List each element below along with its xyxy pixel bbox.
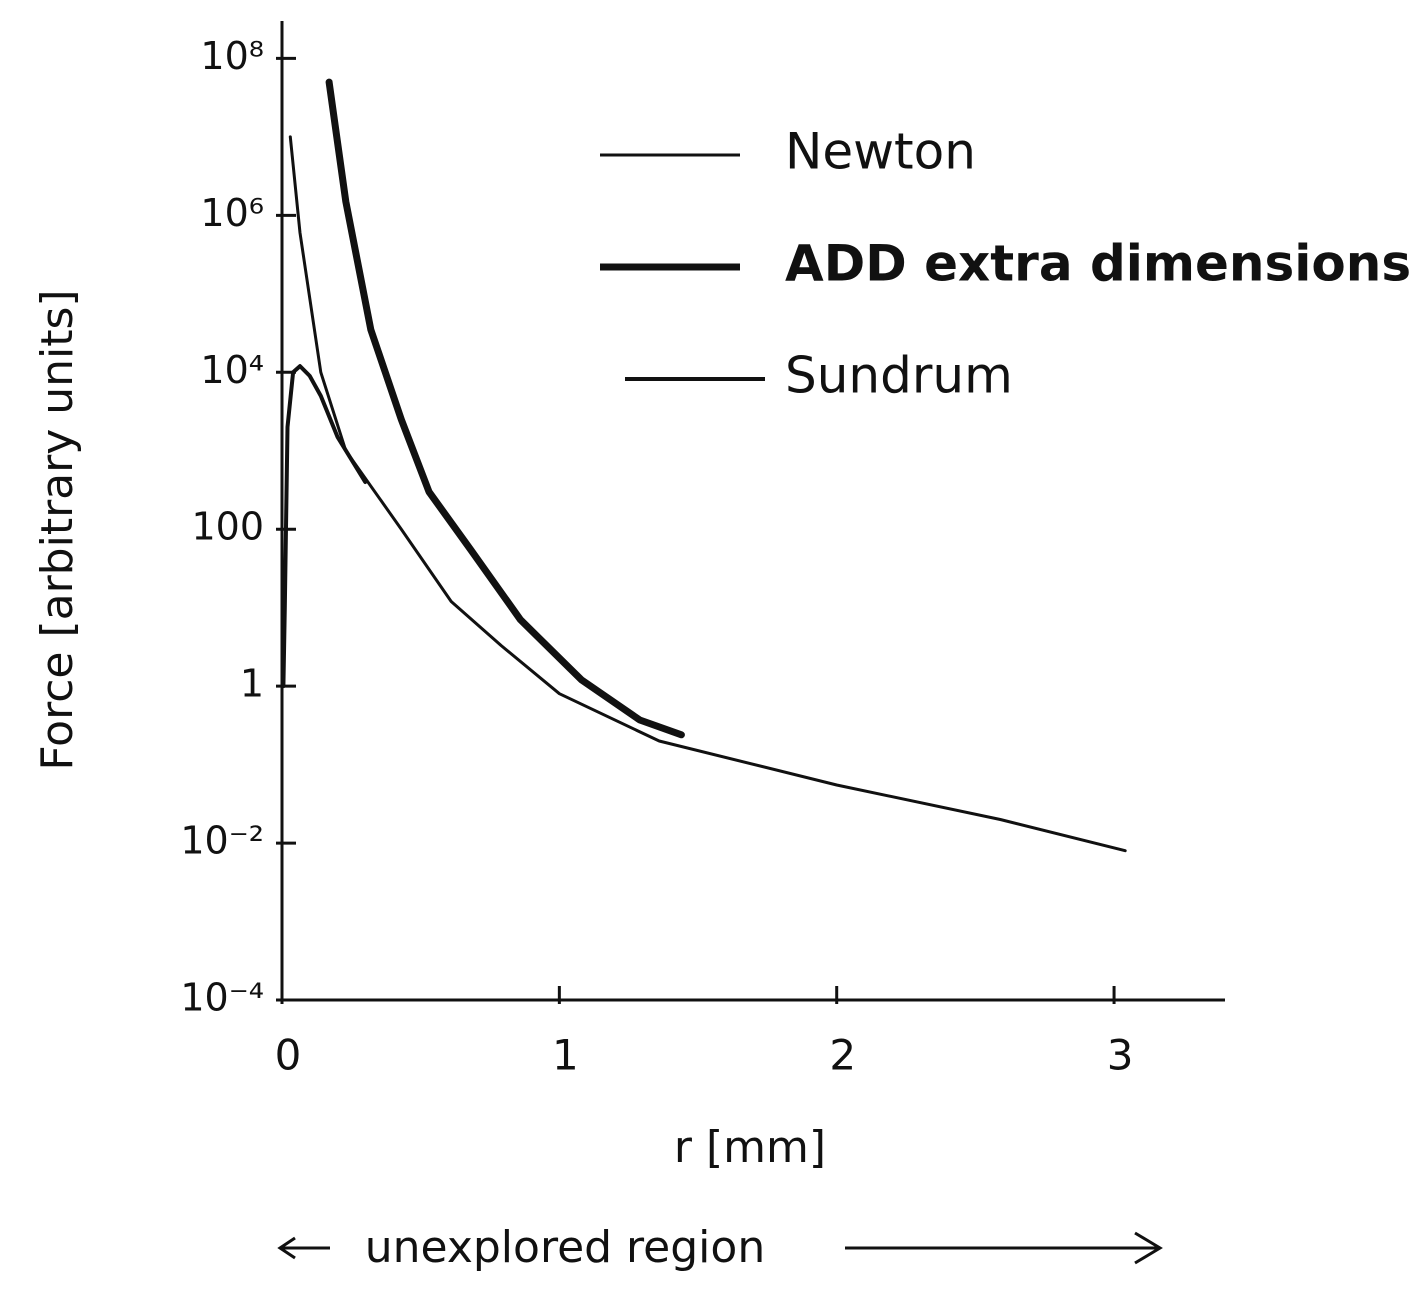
annotation: unexplored region — [365, 1222, 765, 1273]
left-arrow — [277, 1236, 330, 1260]
x-axis-label: r [mm] — [674, 1122, 826, 1173]
y-tick-label: 100 — [191, 505, 264, 549]
y-tick-label: 10⁸ — [200, 34, 264, 78]
x-tick-label: 3 — [1107, 1031, 1134, 1080]
y-tick-label: 10⁻⁴ — [180, 976, 264, 1020]
y-tick-label: 1 — [240, 662, 264, 706]
y-tick-label: 10⁴ — [200, 348, 264, 392]
x-tick-label: 2 — [829, 1031, 856, 1080]
right-arrow — [845, 1231, 1163, 1265]
annotation-arrows — [277, 1231, 1163, 1265]
y-tick-label: 10⁶ — [200, 191, 264, 235]
series-line — [288, 135, 1127, 853]
legend-label: Newton — [785, 123, 976, 181]
y-tick-label: 10⁻² — [180, 819, 264, 863]
legend-label: Sundrum — [785, 347, 1013, 405]
series-line — [325, 78, 685, 739]
x-tick-label: 0 — [275, 1031, 302, 1080]
legend-label: ADD extra dimensions — [785, 235, 1411, 293]
y-axis-label: Force [arbitrary units] — [32, 289, 83, 770]
x-tick-label: 1 — [552, 1031, 579, 1080]
series-line — [281, 364, 368, 689]
